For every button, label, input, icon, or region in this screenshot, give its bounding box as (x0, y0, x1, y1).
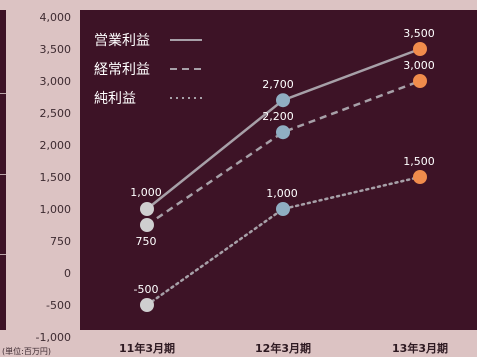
y-tick-label: -1,000 (36, 331, 71, 344)
data-label: 3,000 (403, 59, 435, 72)
unit-label: (単位:百万円) (2, 346, 51, 356)
y-tick-label: 3,000 (40, 75, 72, 88)
data-point (413, 42, 427, 56)
legend-entry-label: 純利益 (94, 91, 136, 107)
y-tick-label: 1,000 (40, 203, 72, 216)
x-tick-label: 13年3月期 (392, 341, 448, 355)
data-label: 1,000 (130, 186, 162, 199)
data-point (140, 202, 154, 216)
data-label: 2,200 (262, 110, 294, 123)
x-axis: 11年3月期 12年3月期 13年3月期 (119, 341, 448, 355)
y-tick-label: 0 (64, 267, 71, 280)
y-tick-label: 2,000 (40, 139, 72, 152)
data-point (413, 170, 427, 184)
legend-entry-label: 経常利益 (94, 62, 150, 78)
x-tick-label: 12年3月期 (255, 341, 311, 355)
y-tick-label: 4,000 (40, 11, 72, 24)
y-tick-label: -500 (46, 299, 71, 312)
data-label: 750 (136, 235, 157, 248)
data-label: 1,500 (403, 155, 435, 168)
y-tick-label: 750 (50, 235, 71, 248)
data-point (413, 74, 427, 88)
data-label: 3,500 (403, 27, 435, 40)
left-edge-tick (0, 174, 6, 175)
data-point (140, 218, 154, 232)
data-point (276, 125, 290, 140)
plot-area (80, 10, 477, 330)
data-point (276, 202, 290, 216)
left-edge-strip (0, 10, 6, 330)
data-markers (140, 42, 427, 312)
data-labels: 1,000 2,700 3,500 750 2,200 3,000 -500 1,000 1,5… (130, 27, 435, 296)
left-edge-tick (0, 93, 6, 94)
y-axis: 4,000 3,500 3,000 2,500 2,000 1,500 1,000 750 0 -… (36, 11, 71, 344)
y-tick-label: 2,500 (40, 107, 72, 120)
data-point (140, 298, 154, 312)
y-tick-label: 1,500 (40, 171, 72, 184)
y-tick-label: 3,500 (40, 43, 72, 56)
data-label: -500 (134, 283, 159, 296)
data-label: 1,000 (266, 187, 298, 200)
left-edge-tick (0, 254, 6, 255)
series-line-2 (146, 79, 421, 227)
legend-entry-label: 営業利益 (94, 33, 150, 49)
data-label: 2,700 (262, 78, 294, 91)
data-point (276, 93, 290, 108)
series-line-3 (145, 175, 422, 307)
x-tick-label: 11年3月期 (119, 341, 175, 355)
